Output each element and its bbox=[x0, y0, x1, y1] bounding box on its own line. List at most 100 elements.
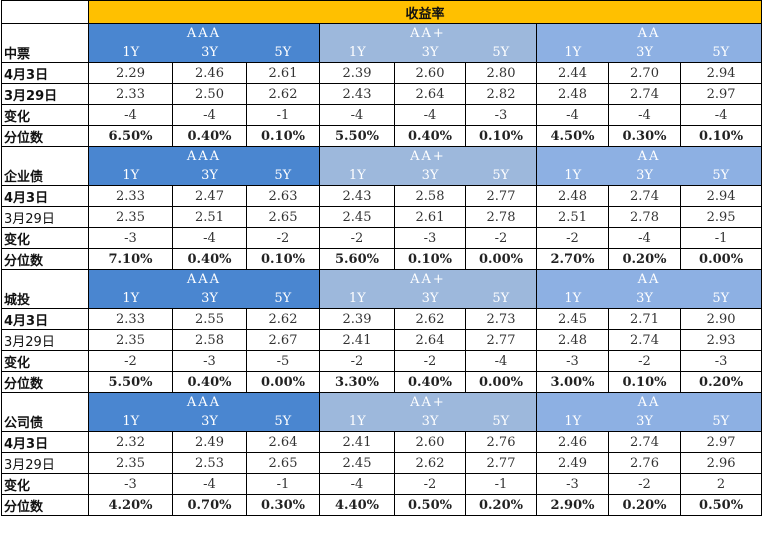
row-label-d1: 4月3日 bbox=[1, 62, 89, 84]
value-cell: 2.46 bbox=[536, 431, 609, 453]
data-row-chg: 变化 -3 -4 -1 -4 -2 -1 -3 -2 2 bbox=[1, 473, 762, 495]
value-cell: -5 bbox=[246, 350, 320, 372]
value-cell: 0.10% bbox=[465, 125, 537, 147]
value-cell: 0.10% bbox=[246, 125, 320, 147]
value-cell: 2.78 bbox=[608, 206, 681, 228]
value-cell: -3 bbox=[88, 227, 173, 249]
tenor-5y: 5Y bbox=[246, 42, 320, 63]
value-cell: -3 bbox=[465, 104, 537, 126]
value-cell: 2.58 bbox=[394, 185, 466, 207]
value-cell: -2 bbox=[394, 350, 466, 372]
value-cell: -4 bbox=[608, 104, 681, 126]
tenor-1y: 1Y bbox=[88, 165, 173, 186]
value-cell: 5.50% bbox=[319, 125, 395, 147]
value-cell: 2.65 bbox=[246, 206, 320, 228]
row-label-chg: 变化 bbox=[1, 227, 89, 249]
group-header-aa: AA bbox=[535, 146, 762, 165]
tenor-5y: 5Y bbox=[465, 165, 537, 186]
value-cell: -2 bbox=[465, 227, 537, 249]
value-cell: 2.35 bbox=[88, 452, 173, 474]
value-cell: 2.74 bbox=[608, 83, 681, 105]
value-cell: -2 bbox=[319, 350, 395, 372]
row-label-d2: 3月29日 bbox=[1, 206, 89, 228]
group-header-aaa: AAA bbox=[88, 392, 320, 411]
value-cell: 2.33 bbox=[88, 308, 173, 330]
value-cell: 2.48 bbox=[536, 329, 609, 351]
value-cell: 2.48 bbox=[536, 185, 609, 207]
data-row-d2: 3月29日 2.35 2.53 2.65 2.45 2.62 2.77 2.49 2.76 2.9… bbox=[1, 452, 762, 474]
value-cell: 2.61 bbox=[246, 62, 320, 84]
value-cell: 2.46 bbox=[172, 62, 247, 84]
value-cell: 0.10% bbox=[679, 125, 762, 147]
value-cell: 2.43 bbox=[319, 185, 395, 207]
value-cell: 2.80 bbox=[465, 62, 537, 84]
value-cell: 2.35 bbox=[88, 206, 173, 228]
value-cell: 2.41 bbox=[319, 431, 395, 453]
group-header-row: 企业债 AAA AA+ AA bbox=[1, 146, 762, 186]
value-cell: 2.78 bbox=[465, 206, 537, 228]
tenor-5y: 5Y bbox=[680, 165, 762, 186]
section-name: 城投 bbox=[1, 269, 89, 309]
group-header-aa: AA bbox=[535, 269, 762, 288]
value-cell: -4 bbox=[319, 104, 395, 126]
value-cell: -2 bbox=[319, 227, 395, 249]
value-cell: 2.43 bbox=[319, 83, 395, 105]
section-name: 中票 bbox=[1, 23, 89, 63]
value-cell: 0.30% bbox=[246, 494, 320, 516]
value-cell: 2.95 bbox=[679, 206, 762, 228]
yield-table: 收益率 中票 AAA AA+ AA 1Y 3Y 5Y 1Y 3Y 5Y 1Y 3Y 5Y 4月3日 2.29… bbox=[1, 0, 762, 516]
value-cell: 2.76 bbox=[465, 431, 537, 453]
row-label-d2: 3月29日 bbox=[1, 83, 89, 105]
value-cell: 2.64 bbox=[246, 431, 320, 453]
value-cell: 0.00% bbox=[465, 248, 537, 270]
value-cell: -2 bbox=[608, 350, 681, 372]
value-cell: 2.45 bbox=[319, 452, 395, 474]
value-cell: 2.77 bbox=[465, 329, 537, 351]
group-header-aaplus: AA+ bbox=[319, 146, 537, 165]
section-name: 企业债 bbox=[1, 146, 89, 186]
value-cell: 2.82 bbox=[465, 83, 537, 105]
tenor-1y: 1Y bbox=[88, 288, 173, 309]
value-cell: -4 bbox=[172, 227, 247, 249]
value-cell: 2.70% bbox=[536, 248, 609, 270]
data-row-chg: 变化 -3 -4 -2 -2 -3 -2 -2 -4 -1 bbox=[1, 227, 762, 249]
group-header-aaa: AAA bbox=[88, 269, 320, 288]
value-cell: 2.62 bbox=[394, 452, 466, 474]
value-cell: 0.00% bbox=[465, 371, 537, 393]
tenor-1y: 1Y bbox=[536, 411, 609, 432]
value-cell: -4 bbox=[319, 473, 395, 495]
tenor-row: 1Y 3Y 5Y 1Y 3Y 5Y 1Y 3Y 5Y bbox=[2, 42, 762, 63]
tenor-5y: 5Y bbox=[465, 411, 537, 432]
value-cell: 3.00% bbox=[536, 371, 609, 393]
tenor-5y: 5Y bbox=[465, 42, 537, 63]
value-cell: 2.45 bbox=[536, 308, 609, 330]
value-cell: 2.62 bbox=[394, 308, 466, 330]
value-cell: -4 bbox=[172, 473, 247, 495]
value-cell: 0.70% bbox=[172, 494, 247, 516]
value-cell: 2.64 bbox=[394, 329, 466, 351]
tenor-1y: 1Y bbox=[319, 165, 395, 186]
tenor-row: 1Y 3Y 5Y 1Y 3Y 5Y 1Y 3Y 5Y bbox=[2, 288, 762, 309]
value-cell: 0.20% bbox=[679, 371, 762, 393]
row-label-d1: 4月3日 bbox=[1, 431, 89, 453]
value-cell: 5.60% bbox=[319, 248, 395, 270]
value-cell: -4 bbox=[394, 104, 466, 126]
value-cell: -3 bbox=[394, 227, 466, 249]
value-cell: 2.62 bbox=[246, 83, 320, 105]
value-cell: 2.35 bbox=[88, 329, 173, 351]
value-cell: -4 bbox=[465, 350, 537, 372]
tenor-3y: 3Y bbox=[608, 288, 681, 309]
value-cell: 2.77 bbox=[465, 185, 537, 207]
row-label-chg: 变化 bbox=[1, 473, 89, 495]
value-cell: 2.53 bbox=[172, 452, 247, 474]
value-cell: 0.10% bbox=[246, 248, 320, 270]
value-cell: 2.44 bbox=[536, 62, 609, 84]
value-cell: 0.20% bbox=[608, 494, 681, 516]
value-cell: 7.10% bbox=[88, 248, 173, 270]
data-row-d1: 4月3日 2.33 2.47 2.63 2.43 2.58 2.77 2.48 2.74 2.94 bbox=[1, 185, 762, 207]
value-cell: 2.39 bbox=[319, 308, 395, 330]
value-cell: 4.50% bbox=[536, 125, 609, 147]
tenor-3y: 3Y bbox=[394, 165, 466, 186]
group-header-aa: AA bbox=[535, 392, 762, 411]
tenor-3y: 3Y bbox=[608, 165, 681, 186]
